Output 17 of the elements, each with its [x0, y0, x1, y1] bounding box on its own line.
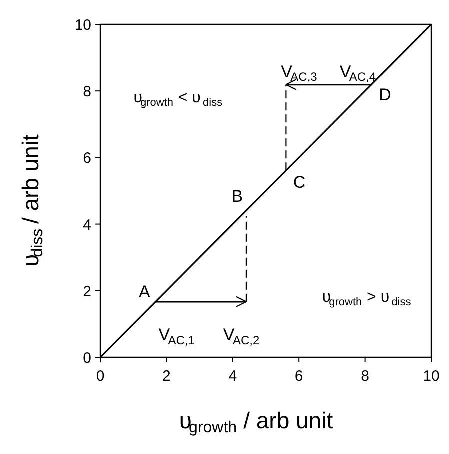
y-tick-label: 0 — [83, 350, 92, 367]
y-tick-label: 8 — [83, 84, 92, 101]
x-tick-label: 10 — [423, 368, 440, 385]
annotation: C — [293, 173, 306, 192]
y-axis-title: υdiss / arb unit — [18, 134, 46, 267]
x-tick-label: 8 — [361, 368, 370, 385]
y-tick-label: 2 — [83, 283, 92, 300]
annotation: A — [139, 282, 152, 302]
x-tick-label: 0 — [96, 368, 105, 385]
y-tick-label: 4 — [83, 216, 92, 234]
y-tick-label: 6 — [83, 150, 92, 168]
x-tick-label: 6 — [294, 368, 304, 385]
y-tick-label: 10 — [74, 17, 92, 34]
annotation: D — [379, 85, 392, 104]
x-tick-label: 2 — [162, 368, 171, 385]
annotation: B — [232, 187, 244, 206]
x-tick-label: 4 — [228, 368, 238, 385]
